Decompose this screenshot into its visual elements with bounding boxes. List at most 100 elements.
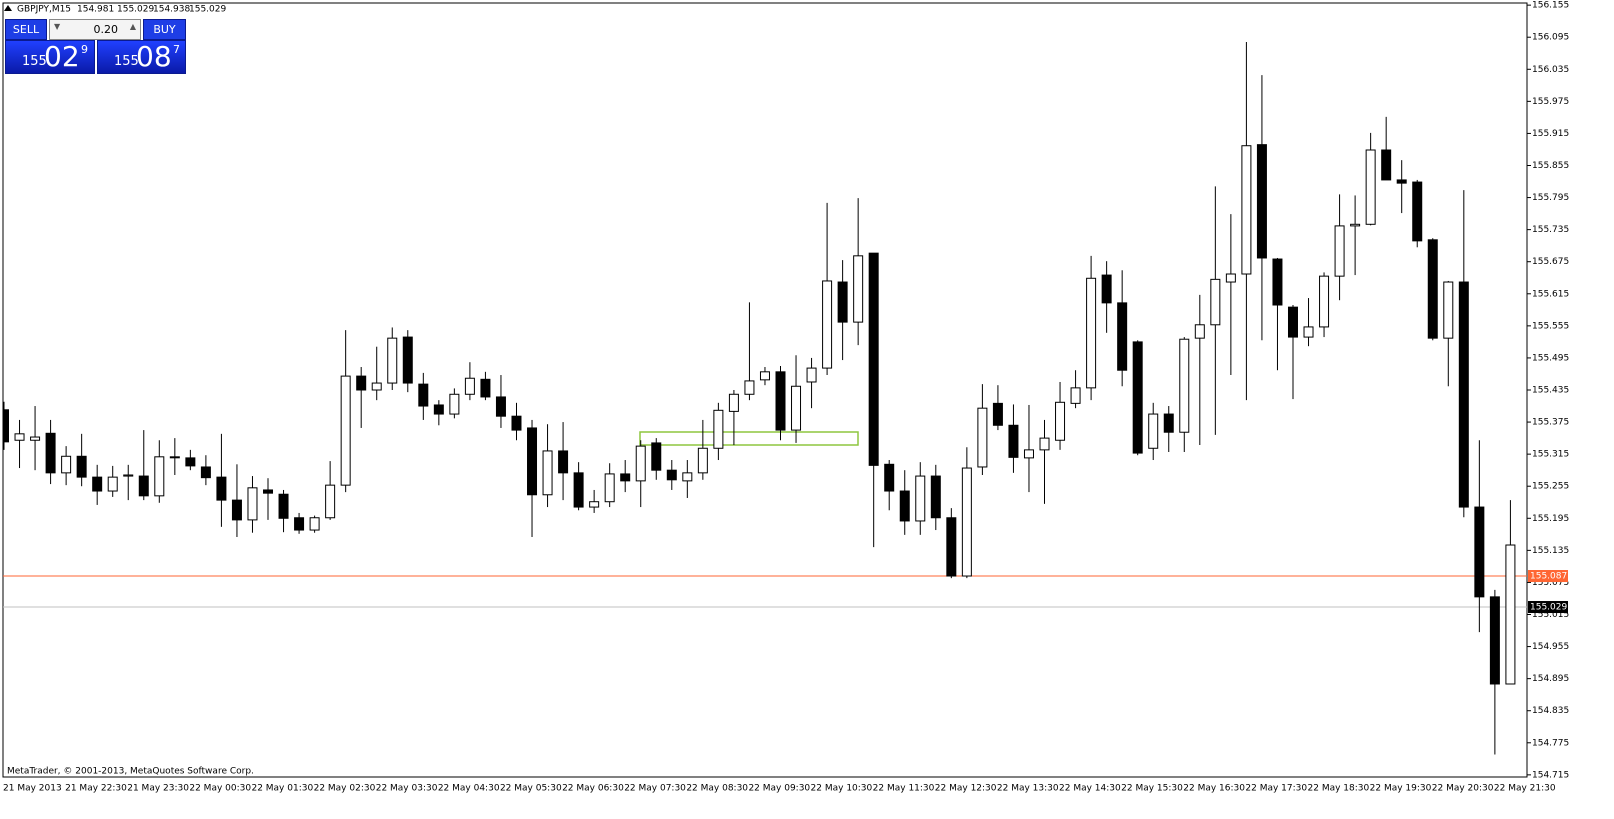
- volume-spinner[interactable]: ▼ 0.20 ▲: [49, 19, 141, 40]
- candle-body: [1350, 223, 1361, 227]
- bid-big: 155: [22, 54, 47, 69]
- candle-body: [464, 377, 475, 395]
- down-arrow[interactable]: ▼: [54, 22, 61, 31]
- collapse-icon[interactable]: [4, 5, 12, 11]
- candle-body: [1241, 145, 1252, 275]
- candle-body: [1148, 413, 1159, 449]
- x-tick-label: 22 May 11:30: [873, 784, 935, 794]
- candle-body: [604, 473, 615, 503]
- ask-main: 08: [136, 40, 172, 73]
- x-tick-label: 21 May 22:30: [65, 784, 127, 794]
- x-tick-label: 22 May 20:30: [1432, 784, 1494, 794]
- candle-body: [1396, 179, 1407, 184]
- candle-body: [14, 433, 25, 441]
- candle-body: [480, 378, 491, 398]
- sell-button[interactable]: SELL: [5, 19, 47, 40]
- x-tick-label: 22 May 12:30: [935, 784, 997, 794]
- candle-body: [977, 407, 988, 468]
- candle-body: [1272, 258, 1283, 306]
- candle-body: [169, 456, 180, 459]
- y-tick-label: 155.795: [1532, 193, 1569, 203]
- price-label: 155.029: [1530, 603, 1567, 613]
- y-tick-label: 155.255: [1532, 482, 1569, 492]
- x-tick-label: 22 May 07:30: [624, 784, 686, 794]
- price-label-box: [1528, 601, 1568, 614]
- bid-box[interactable]: 155 02 9: [5, 40, 95, 74]
- y-tick-label: 155.195: [1532, 514, 1569, 524]
- candle-body: [1194, 324, 1205, 339]
- candle-body: [2, 409, 9, 443]
- candle-body: [231, 499, 242, 521]
- bid-small: 9: [81, 43, 88, 56]
- candle-body: [1225, 273, 1236, 283]
- x-tick-label: 22 May 10:30: [811, 784, 873, 794]
- y-tick-label: 155.615: [1532, 289, 1569, 299]
- candle-body: [651, 442, 662, 471]
- x-tick-label: 22 May 09:30: [748, 784, 810, 794]
- candle-body: [216, 476, 227, 501]
- volume: 0.20: [93, 23, 119, 36]
- x-tick-label: 22 May 18:30: [1308, 784, 1370, 794]
- candle-body: [1381, 149, 1392, 181]
- candle-body: [1412, 181, 1423, 242]
- candle-body: [682, 472, 693, 482]
- candle-body: [1163, 413, 1174, 433]
- candle-body: [992, 402, 1003, 426]
- candle-body: [1474, 506, 1485, 598]
- candle-body: [930, 475, 941, 519]
- y-tick-label: 155.495: [1532, 353, 1569, 363]
- x-tick-label: 22 May 15:30: [1121, 784, 1183, 794]
- candle-body: [1319, 275, 1330, 328]
- y-tick-label: 156.155: [1532, 1, 1569, 11]
- candle-body: [697, 447, 708, 474]
- x-tick-label: 22 May 08:30: [686, 784, 748, 794]
- candle-body: [1023, 449, 1034, 459]
- candle-body: [402, 336, 413, 384]
- x-tick-label: 22 May 13:30: [997, 784, 1059, 794]
- x-tick-label: 22 May 06:30: [562, 784, 624, 794]
- x-tick-label: 22 May 19:30: [1370, 784, 1432, 794]
- x-tick-label: 22 May 17:30: [1245, 784, 1307, 794]
- y-tick-label: 155.555: [1532, 321, 1569, 331]
- candle-body: [837, 281, 848, 323]
- candle-body: [61, 455, 72, 474]
- x-tick-label: 22 May 03:30: [376, 784, 438, 794]
- candle-body: [1210, 278, 1221, 326]
- candle-body: [1303, 326, 1314, 338]
- candle-body: [822, 280, 833, 369]
- candle-body: [759, 371, 770, 381]
- candle-body: [92, 476, 103, 492]
- candle-body: [728, 393, 739, 412]
- x-tick-label: 22 May 00:30: [189, 784, 251, 794]
- y-tick-label: 156.095: [1532, 33, 1569, 43]
- candle-body: [620, 473, 631, 482]
- candle-body: [278, 493, 289, 519]
- candle-body: [868, 252, 879, 466]
- candle-body: [76, 455, 87, 478]
- ask-box[interactable]: 155 08 7: [97, 40, 186, 74]
- ohlc-open: 154.981: [77, 5, 114, 15]
- y-tick-label: 154.715: [1532, 770, 1569, 780]
- candle-body: [356, 375, 367, 391]
- candle-body: [1365, 149, 1376, 225]
- y-tick-label: 155.315: [1532, 450, 1569, 460]
- candle-body: [744, 380, 755, 395]
- candle-body: [185, 457, 196, 467]
- candle-body: [1334, 225, 1345, 277]
- candle-body: [1458, 281, 1469, 508]
- zone-rectangle: [639, 431, 859, 446]
- candle-body: [511, 415, 522, 431]
- buy-button[interactable]: BUY: [143, 19, 186, 40]
- price-label-box: [1528, 570, 1568, 583]
- y-tick-label: 155.975: [1532, 97, 1569, 107]
- candle-body: [154, 456, 165, 497]
- up-arrow[interactable]: ▲: [129, 22, 136, 31]
- candle-body: [791, 385, 802, 431]
- candle-body: [340, 375, 351, 486]
- candle-body: [1070, 387, 1081, 404]
- candle-body: [1117, 302, 1128, 371]
- candle-body: [542, 450, 553, 496]
- price-label: 155.087: [1530, 572, 1567, 582]
- candle-body: [325, 484, 336, 519]
- x-tick-label: 22 May 21:30: [1494, 784, 1556, 794]
